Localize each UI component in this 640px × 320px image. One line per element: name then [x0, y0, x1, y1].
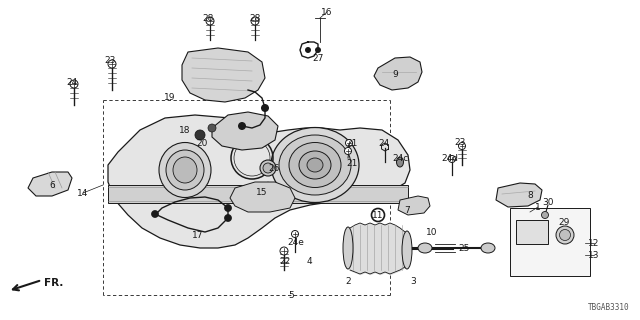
Text: 2: 2: [345, 277, 351, 286]
Text: 5: 5: [288, 292, 294, 300]
Text: 14: 14: [77, 188, 89, 197]
Text: 24d: 24d: [442, 154, 458, 163]
Ellipse shape: [418, 243, 432, 253]
Ellipse shape: [166, 150, 204, 190]
Polygon shape: [398, 196, 430, 215]
Text: 4: 4: [306, 258, 312, 267]
Ellipse shape: [173, 157, 197, 183]
Text: FR.: FR.: [44, 278, 63, 288]
Ellipse shape: [481, 243, 495, 253]
Text: 15: 15: [256, 188, 268, 196]
Text: 26: 26: [268, 164, 280, 172]
Text: 24e: 24e: [287, 237, 305, 246]
Circle shape: [238, 122, 246, 130]
Polygon shape: [28, 172, 72, 196]
Circle shape: [541, 212, 548, 219]
Circle shape: [108, 60, 116, 68]
Bar: [516, 220, 548, 244]
Text: 22: 22: [280, 258, 291, 267]
Bar: [510, 208, 590, 276]
Text: TBGAB3310: TBGAB3310: [588, 303, 630, 312]
Text: 28: 28: [202, 13, 214, 22]
Polygon shape: [212, 112, 278, 150]
Ellipse shape: [279, 135, 351, 195]
Circle shape: [305, 47, 311, 53]
Text: 24: 24: [378, 139, 390, 148]
Text: 21: 21: [346, 139, 358, 148]
Text: 8: 8: [527, 190, 533, 199]
Text: 17: 17: [192, 230, 204, 239]
Text: 9: 9: [392, 69, 398, 78]
Ellipse shape: [159, 142, 211, 197]
Circle shape: [291, 230, 298, 237]
Text: 3: 3: [410, 277, 416, 286]
Ellipse shape: [263, 163, 273, 173]
Ellipse shape: [397, 157, 403, 167]
Circle shape: [251, 17, 259, 25]
Ellipse shape: [402, 231, 412, 269]
Circle shape: [208, 124, 216, 132]
Polygon shape: [230, 182, 295, 212]
Circle shape: [315, 47, 321, 53]
Ellipse shape: [343, 227, 353, 269]
Circle shape: [152, 211, 159, 218]
Bar: [108, 185, 408, 203]
Ellipse shape: [307, 158, 323, 172]
Text: 21: 21: [346, 158, 358, 167]
Text: 29: 29: [558, 218, 570, 227]
Text: 16: 16: [321, 7, 333, 17]
Polygon shape: [182, 48, 265, 102]
Text: 10: 10: [426, 228, 438, 236]
Ellipse shape: [299, 151, 331, 179]
Text: 28: 28: [250, 13, 260, 22]
Text: 12: 12: [588, 238, 600, 247]
Text: 6: 6: [49, 180, 55, 189]
Text: 24c: 24c: [392, 154, 408, 163]
Text: 27: 27: [312, 53, 324, 62]
Text: 23: 23: [454, 138, 466, 147]
Text: 7: 7: [404, 205, 410, 214]
Text: 30: 30: [542, 197, 554, 206]
Ellipse shape: [289, 142, 341, 188]
Circle shape: [280, 247, 288, 255]
Text: 25: 25: [458, 244, 470, 252]
Polygon shape: [374, 57, 422, 90]
Text: 23: 23: [104, 55, 116, 65]
Circle shape: [195, 130, 205, 140]
Circle shape: [556, 226, 574, 244]
Text: 24: 24: [67, 77, 77, 86]
Circle shape: [449, 156, 456, 163]
Text: 18: 18: [179, 125, 191, 134]
Circle shape: [346, 140, 353, 147]
Text: 11: 11: [372, 211, 384, 220]
Text: 20: 20: [196, 139, 208, 148]
Ellipse shape: [260, 160, 276, 176]
Circle shape: [458, 142, 465, 149]
Text: 19: 19: [164, 92, 176, 101]
Text: 1: 1: [535, 203, 541, 212]
Circle shape: [225, 204, 232, 212]
Polygon shape: [496, 183, 542, 207]
Polygon shape: [108, 115, 410, 248]
Circle shape: [70, 80, 78, 88]
Circle shape: [344, 148, 351, 155]
Circle shape: [261, 104, 269, 112]
Text: 13: 13: [588, 251, 600, 260]
Circle shape: [225, 214, 232, 221]
Ellipse shape: [271, 127, 359, 203]
Circle shape: [559, 229, 570, 241]
Circle shape: [206, 17, 214, 25]
